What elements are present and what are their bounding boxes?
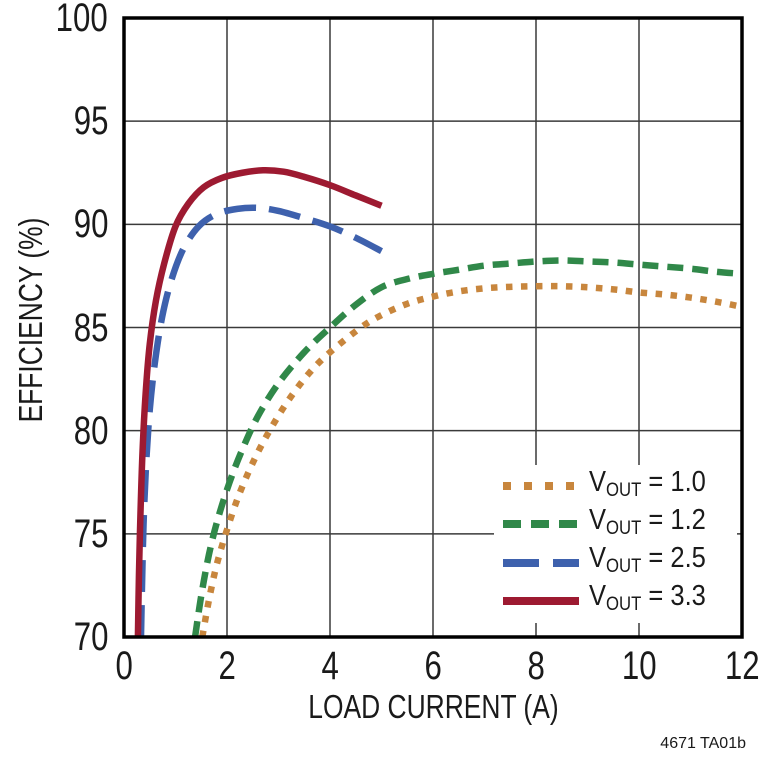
x-tick-label-4: 4 [285,646,375,686]
legend-swatch-dashed-icon [503,520,579,529]
legend-swatch-long-dash-icon [503,558,579,567]
y-tick-label-90: 90 [0,202,108,246]
x-tick-label-2: 2 [182,646,272,686]
legend-item-vout-1-2: VOUT = 1.2 [494,503,737,542]
x-tick-text: 8 [527,644,545,688]
legend-label: VOUT = 1.2 [589,503,706,539]
x-tick-text: 6 [424,644,442,688]
y-tick-text: 75 [73,511,108,556]
x-tick-text: 12 [724,644,760,688]
y-tick-label-70: 70 [0,615,108,659]
x-axis-title-text: LOAD CURRENT (A) [307,688,559,725]
x-tick-text: 4 [321,644,339,688]
legend-item-vout-3-3: VOUT = 3.3 [494,580,737,619]
y-tick-label-100: 100 [0,0,108,40]
legend-item-vout-2-5: VOUT = 2.5 [494,542,737,581]
legend-label: VOUT = 1.0 [589,465,706,501]
y-axis-title: EFFICIENCY (%) [12,217,49,423]
y-tick-text: 70 [73,615,108,659]
legend-swatch-solid-icon [503,596,579,605]
legend-label: VOUT = 3.3 [589,580,706,616]
x-tick-label-10: 10 [594,646,684,686]
x-tick-label-0: 0 [79,646,169,686]
legend-item-vout-1-0: VOUT = 1.0 [494,465,737,504]
x-axis-title: LOAD CURRENT (A) [124,690,742,724]
y-tick-text: 100 [55,0,108,40]
y-tick-label-95: 95 [0,99,108,143]
x-tick-text: 0 [115,644,133,688]
y-tick-text: 95 [73,99,108,144]
x-tick-text: 2 [218,644,236,688]
legend: VOUT = 1.0 VOUT = 1.2 VOUT = 2.5 VOUT = … [494,465,737,623]
y-tick-text: 80 [73,408,108,453]
legend-label: VOUT = 2.5 [589,542,706,578]
y-tick-text: 90 [73,202,108,247]
x-tick-label-6: 6 [388,646,478,686]
y-tick-label-75: 75 [0,512,108,556]
x-tick-label-12: 12 [697,646,760,686]
x-tick-text: 10 [621,644,657,688]
series-vout-1-0 [199,282,742,638]
figure-number: 4671 TA01b [660,735,746,752]
y-tick-label-80: 80 [0,409,108,453]
y-tick-label-85: 85 [0,306,108,350]
legend-swatch-dotted-icon [503,482,579,490]
plot-frame [122,16,744,639]
x-tick-label-8: 8 [491,646,581,686]
y-tick-text: 85 [73,305,108,350]
series-vout-1-2 [191,257,742,638]
series-vout-2-5 [137,204,384,638]
series-vout-3-3 [134,166,383,638]
